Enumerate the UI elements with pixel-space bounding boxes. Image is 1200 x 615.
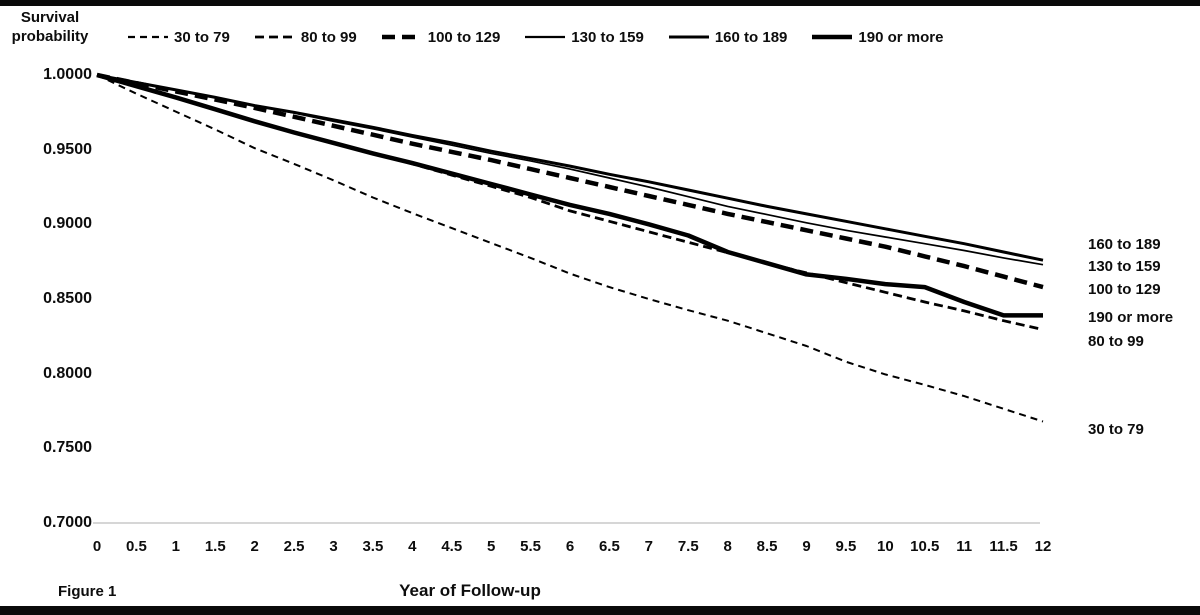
legend-item-130-to-159: 130 to 159: [525, 29, 644, 46]
chart-legend: 30 to 79 80 to 99 100 to 129 130 to 159 160 …: [128, 25, 943, 49]
x-tick-label-1: 1: [171, 538, 180, 555]
legend-line-icon-100-to-129: [381, 34, 422, 40]
legend-label-160-to-189: 160 to 189: [714, 28, 788, 46]
legend-line-icon-80-to-99: [254, 35, 295, 39]
x-tick-label-8-5: 8.5: [756, 538, 778, 555]
y-axis-title-line2: probability: [11, 28, 89, 45]
x-tick-label-9: 9: [802, 538, 811, 555]
y-tick-label-0.8000: 0.8000: [43, 364, 92, 382]
legend-label-80-to-99: 80 to 99: [300, 28, 357, 46]
end-label-100-to-129: 100 to 129: [1088, 281, 1161, 298]
y-tick-label-0.8500: 0.8500: [43, 290, 92, 307]
x-tick-label-0-5: 0.5: [125, 538, 147, 555]
x-tick-label-11-5: 11.5: [989, 538, 1018, 555]
x-tick-label-0: 0: [92, 538, 102, 555]
series-line-190-or-more: [96, 72, 1043, 318]
series-line-100-to-129: [96, 72, 1044, 290]
y-tick-label-0.9500: 0.9500: [43, 140, 92, 158]
x-axis-title: Year of Follow-up: [399, 581, 541, 600]
x-tick-label-1-5: 1.5: [204, 538, 226, 555]
x-tick-label-5: 5: [486, 538, 496, 555]
legend-label-190-or-more: 190 or more: [858, 28, 944, 46]
end-label-190-or-more: 190 or more: [1088, 309, 1174, 326]
x-tick-label-6: 6: [565, 538, 575, 555]
legend-item-190-or-more: 190 or more: [812, 29, 943, 46]
x-tick-label-4-5: 4.5: [441, 538, 463, 555]
legend-line-icon-190-or-more: [812, 34, 853, 40]
x-tick-label-7-5: 7.5: [677, 538, 699, 555]
x-tick-label-4: 4: [408, 538, 417, 555]
figure-caption: Figure 1: [58, 583, 117, 600]
y-tick-label-0.7500: 0.7500: [43, 439, 92, 457]
x-tick-label-2-5: 2.5: [283, 538, 305, 555]
x-tick-label-9-5: 9.5: [835, 538, 857, 555]
series-line-160-to-189: [96, 73, 1044, 262]
x-tick-label-8: 8: [723, 538, 732, 555]
x-tick-label-11: 11: [956, 538, 973, 555]
end-label-130-to-159: 130 to 159: [1088, 258, 1161, 275]
y-axis-title-line1: Survival: [20, 9, 80, 26]
legend-label-130-to-159: 130 to 159: [571, 28, 644, 46]
top-frame-bar: [0, 0, 1200, 6]
x-tick-label-2: 2: [250, 538, 259, 555]
y-tick-label-0.9000: 0.9000: [43, 215, 92, 233]
x-tick-label-6-5: 6.5: [598, 538, 620, 555]
x-tick-label-3: 3: [329, 538, 338, 555]
legend-item-80-to-99: 80 to 99: [254, 28, 357, 46]
legend-item-160-to-189: 160 to 189: [668, 28, 788, 46]
y-axis-title: Survival probability: [2, 8, 98, 46]
legend-line-icon-130-to-159: [525, 35, 566, 39]
end-label-30-to-79: 30 to 79: [1088, 421, 1144, 438]
y-tick-label-0.7000: 0.7000: [43, 514, 92, 531]
legend-line-icon-160-to-189: [668, 35, 709, 39]
bottom-frame-bar: [0, 606, 1200, 615]
end-label-160-to-189: 160 to 189: [1088, 236, 1161, 253]
legend-item-100-to-129: 100 to 129: [381, 28, 501, 46]
x-tick-label-10-5: 10.5: [910, 538, 940, 555]
x-tick-label-10: 10: [876, 538, 894, 555]
series-line-80-to-99: [96, 73, 1044, 331]
legend-line-icon-30-to-79: [128, 35, 168, 39]
x-tick-label-7: 7: [644, 538, 653, 555]
legend-label-30-to-79: 30 to 79: [174, 28, 230, 46]
x-tick-label-12: 12: [1034, 538, 1052, 555]
x-tick-label-3-5: 3.5: [362, 538, 384, 555]
series-line-30-to-79: [96, 74, 1044, 423]
legend-item-30-to-79: 30 to 79: [128, 29, 230, 46]
y-tick-label-1.0000: 1.0000: [43, 66, 92, 83]
legend-label-100-to-129: 100 to 129: [427, 28, 501, 46]
x-tick-label-5-5: 5.5: [520, 538, 541, 555]
end-label-80-to-99: 80 to 99: [1088, 333, 1144, 350]
